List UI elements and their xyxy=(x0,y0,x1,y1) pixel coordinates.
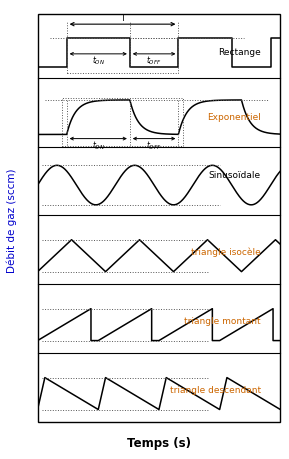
Text: Exponentiel: Exponentiel xyxy=(207,113,261,122)
Text: $t_{ON}$: $t_{ON}$ xyxy=(92,139,105,152)
Text: Débit de gaz (sccm): Débit de gaz (sccm) xyxy=(6,168,17,273)
Text: Temps (s): Temps (s) xyxy=(127,437,191,450)
Text: triangle montant: triangle montant xyxy=(184,317,261,326)
Text: $t_{ON}$: $t_{ON}$ xyxy=(92,55,105,67)
Text: triangle descendant: triangle descendant xyxy=(170,386,261,395)
Text: T: T xyxy=(120,14,125,22)
Text: Sinusoïdale: Sinusoïdale xyxy=(209,172,261,180)
Text: $t_{OFF}$: $t_{OFF}$ xyxy=(147,139,162,152)
Text: Rectange: Rectange xyxy=(218,48,261,57)
Text: triangle isocèle: triangle isocèle xyxy=(191,248,261,257)
Text: $t_{OFF}$: $t_{OFF}$ xyxy=(147,55,162,67)
